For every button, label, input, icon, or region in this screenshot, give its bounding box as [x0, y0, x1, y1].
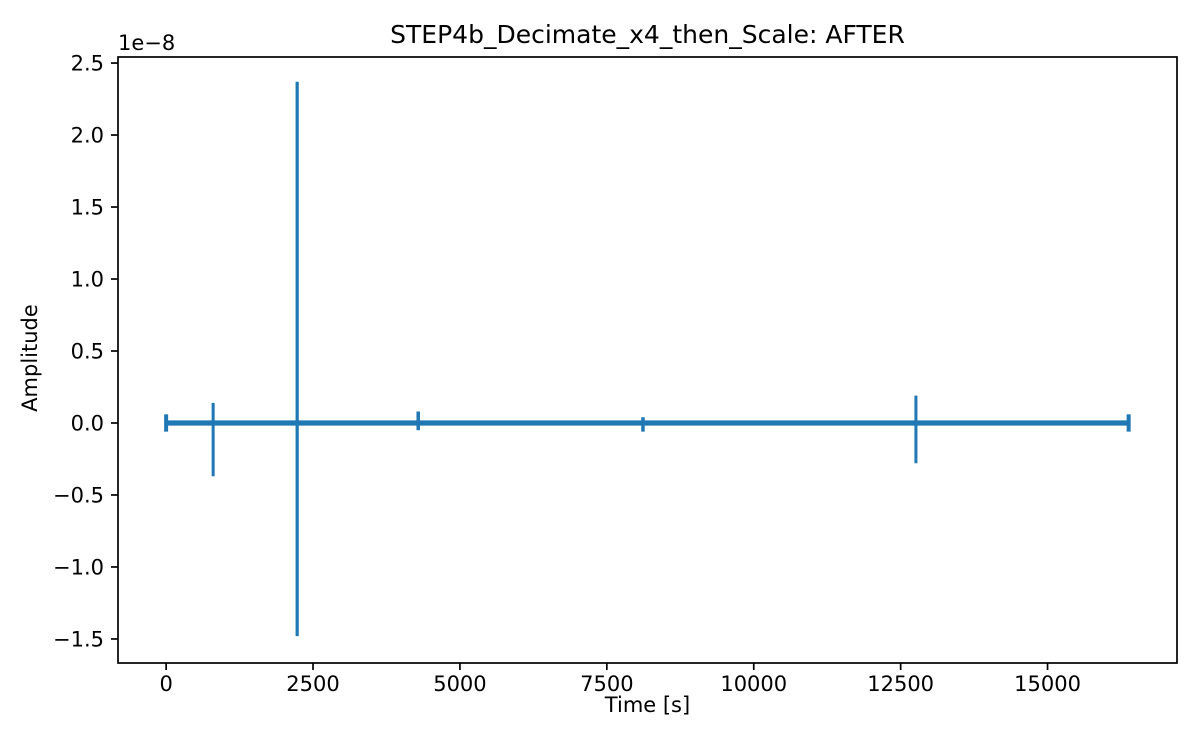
chart-title: STEP4b_Decimate_x4_then_Scale: AFTER — [390, 20, 905, 49]
y-tick-label: 1.5 — [71, 196, 104, 220]
y-tick-label: 1.0 — [71, 268, 104, 292]
y-tick-label: −1.0 — [53, 555, 104, 579]
y-tick-label: 0.0 — [71, 411, 104, 435]
x-tick-label: 7500 — [580, 672, 633, 696]
x-tick-label: 15000 — [1014, 672, 1081, 696]
x-tick-label: 5000 — [433, 672, 486, 696]
y-tick-label: −0.5 — [53, 483, 104, 507]
x-tick-label: 0 — [159, 672, 172, 696]
axes-frame — [117, 56, 1178, 664]
y-axis-offset-label: 1e−8 — [118, 31, 176, 55]
x-tick-label: 12500 — [867, 672, 934, 696]
y-tick-label: 2.0 — [71, 124, 104, 148]
y-axis-label: Amplitude — [18, 304, 42, 412]
y-tick-label: −1.5 — [53, 627, 104, 651]
x-tick-label: 10000 — [720, 672, 787, 696]
y-tick-label: 2.5 — [71, 52, 104, 76]
y-tick-label: 0.5 — [71, 340, 104, 364]
x-axis-label: Time [s] — [604, 693, 691, 717]
x-tick-label: 2500 — [286, 672, 339, 696]
